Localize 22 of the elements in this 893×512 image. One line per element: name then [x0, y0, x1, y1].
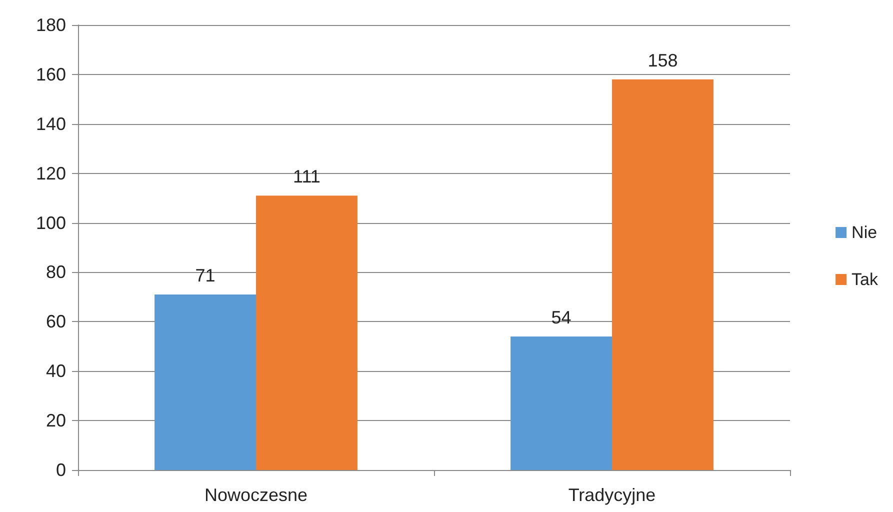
y-tick-label: 100: [36, 212, 66, 233]
y-tick-label: 180: [36, 15, 66, 35]
x-tick-label: Tradycyjne: [568, 485, 656, 505]
bar: [510, 336, 612, 470]
data-label: 111: [293, 166, 320, 187]
y-tick-label: 20: [46, 410, 66, 431]
y-tick-label: 40: [46, 361, 66, 382]
y-tick-label: 0: [56, 460, 66, 480]
legend-label: Nie: [852, 223, 878, 242]
data-label: 158: [648, 50, 678, 70]
x-tick-label: Nowoczesne: [204, 485, 308, 505]
y-tick-label: 60: [46, 312, 66, 332]
y-tick-label: 160: [36, 64, 66, 84]
bar: [612, 79, 714, 470]
y-tick-label: 140: [36, 114, 66, 134]
data-label: 71: [195, 265, 216, 286]
y-tick-label: 80: [46, 262, 66, 282]
y-tick-label: 120: [36, 163, 66, 184]
bar: [154, 294, 256, 470]
data-label: 54: [551, 308, 572, 328]
bar: [256, 196, 358, 470]
legend-label: Tak: [852, 270, 878, 289]
